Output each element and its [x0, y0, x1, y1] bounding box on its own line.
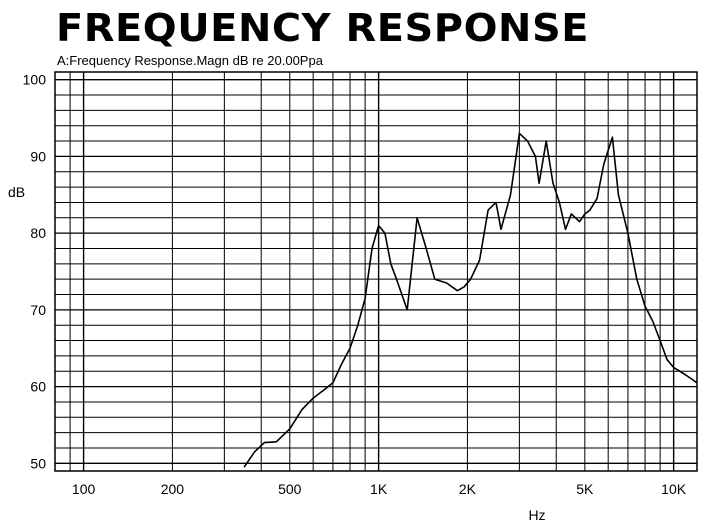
x-tick-label: 500 — [278, 481, 302, 497]
x-tick-label: 10K — [661, 481, 687, 497]
y-axis-label: dB — [8, 184, 25, 200]
y-tick-label: 80 — [30, 225, 46, 241]
chart-title: FREQUENCY RESPONSE — [56, 6, 589, 50]
y-tick-labels: 50 60 70 80 90 100 — [23, 72, 47, 472]
x-tick-label: 1K — [370, 481, 388, 497]
y-tick-label: 60 — [30, 379, 46, 395]
x-tick-label: 200 — [161, 481, 185, 497]
x-tick-label: 100 — [72, 481, 96, 497]
y-tick-label: 100 — [23, 72, 47, 88]
x-tick-labels: 100 200 500 1K 2K 5K 10K — [72, 481, 687, 497]
y-tick-label: 50 — [30, 455, 46, 471]
chart-subtitle: A:Frequency Response.Magn dB re 20.00Ppa — [57, 53, 323, 68]
plot-grid — [54, 72, 697, 471]
x-axis-label: Hz — [528, 507, 545, 523]
plot-frame — [54, 71, 698, 472]
response-curve — [243, 132, 698, 468]
x-tick-label: 5K — [576, 481, 594, 497]
y-tick-label: 70 — [30, 302, 46, 318]
y-tick-label: 90 — [30, 148, 46, 164]
x-tick-label: 2K — [459, 481, 477, 497]
